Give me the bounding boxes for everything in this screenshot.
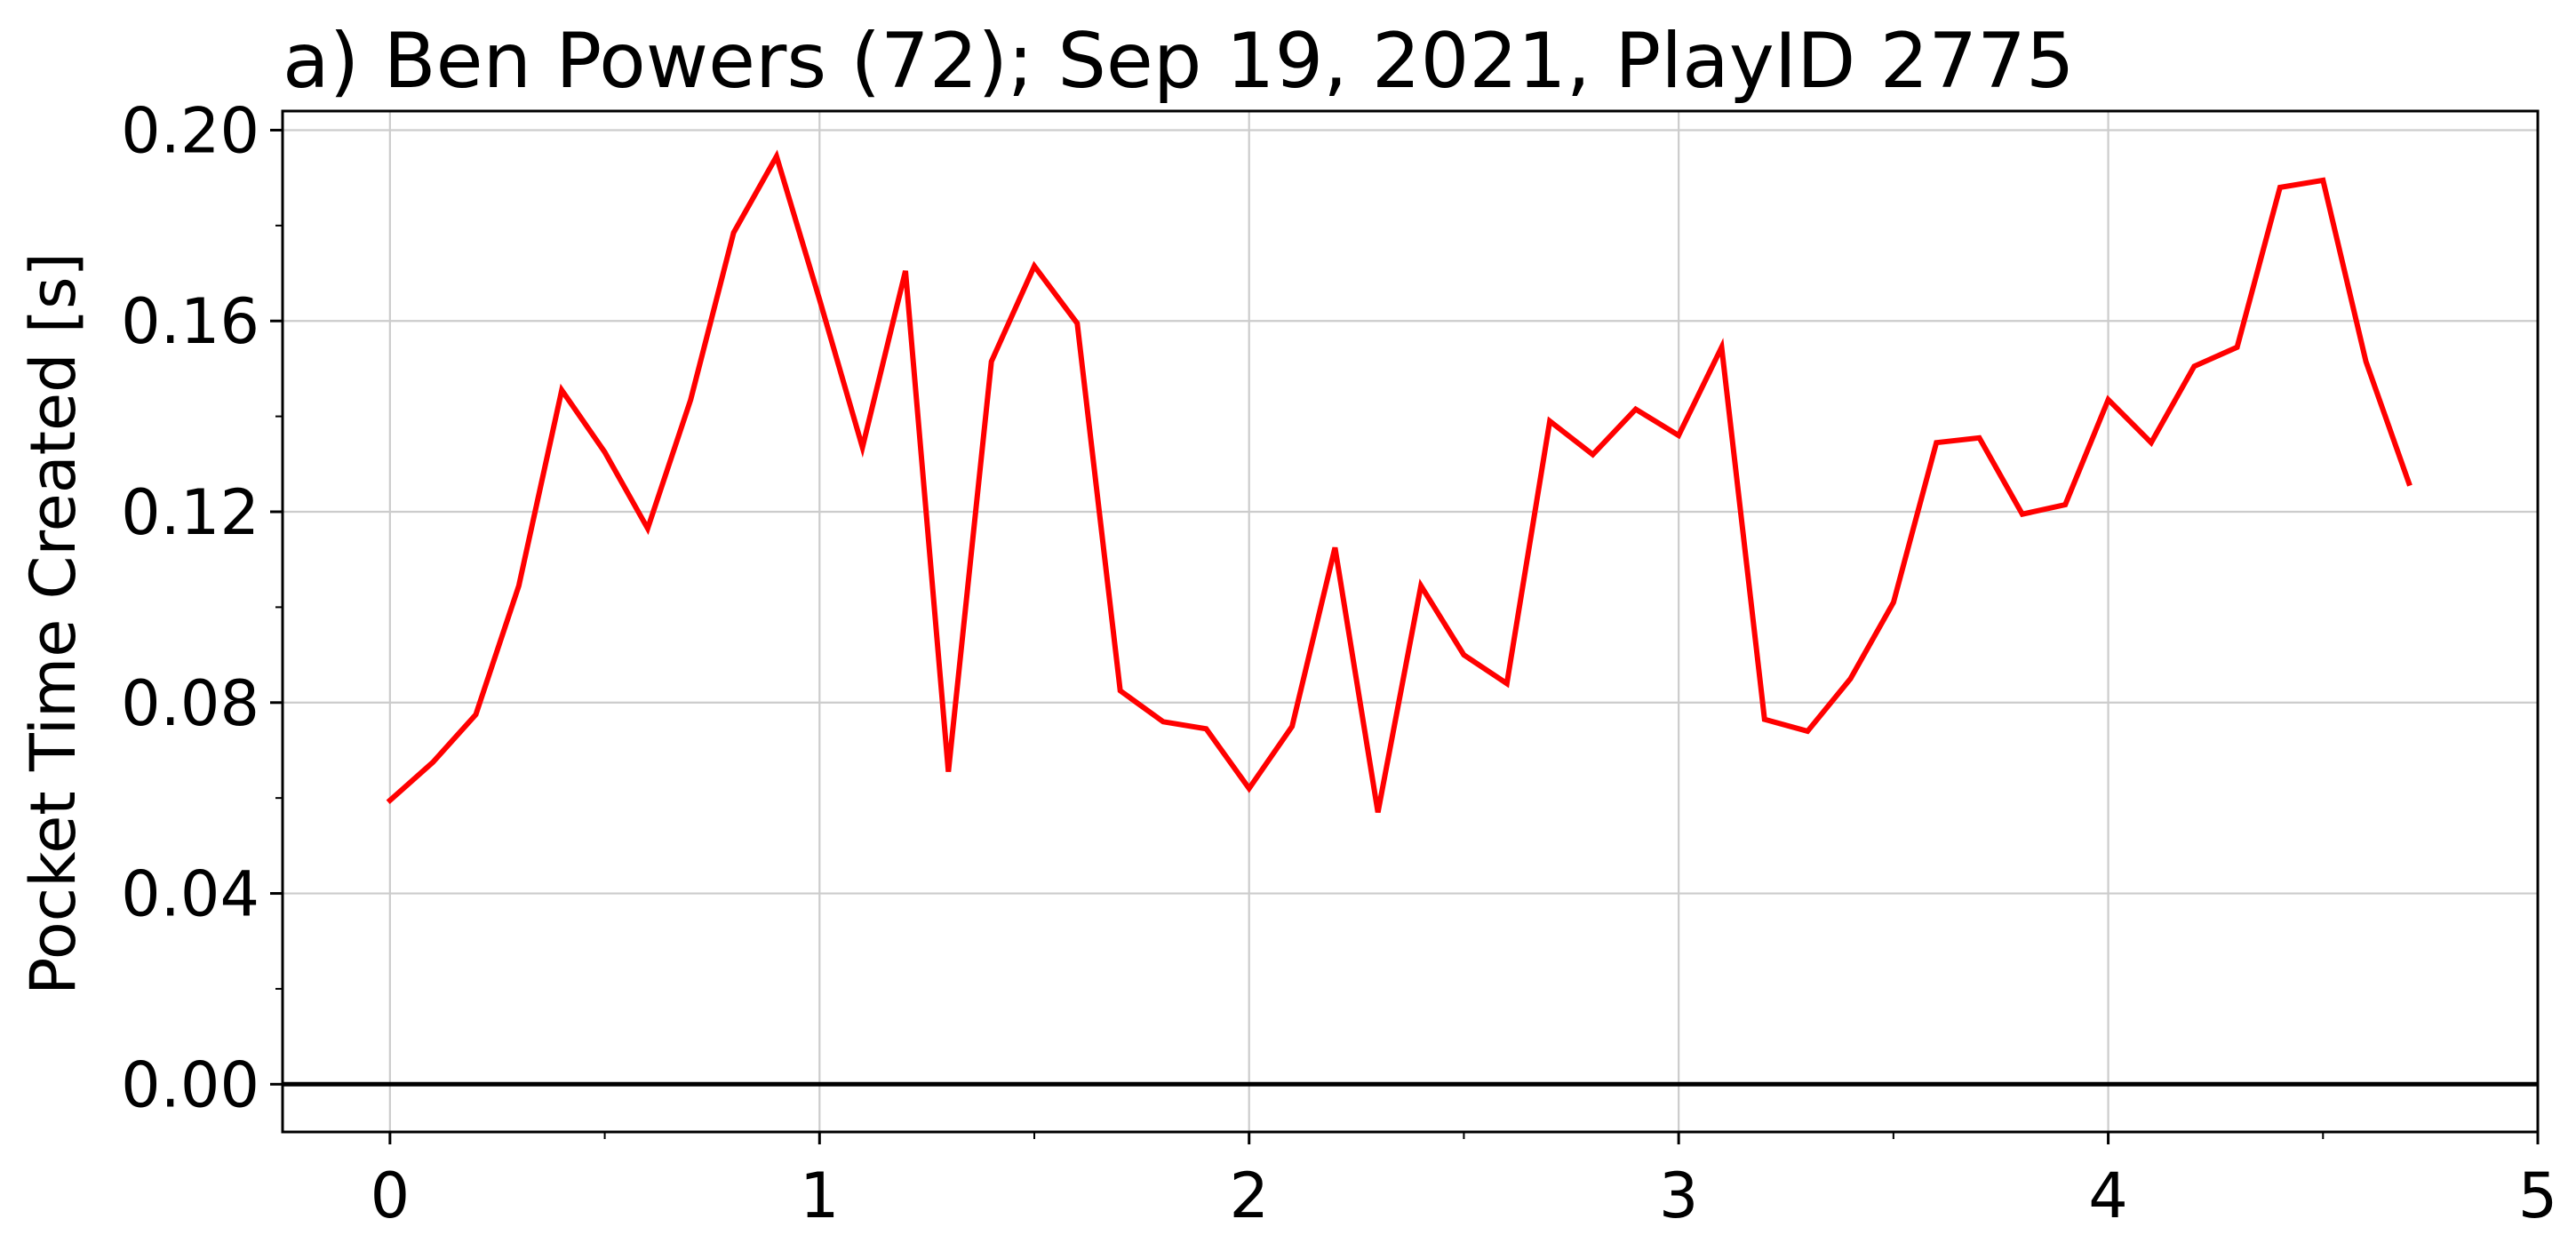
y-tick-label: 0.00: [121, 1048, 259, 1121]
y-tick-label: 0.12: [121, 476, 259, 549]
x-tick-label: 3: [1659, 1159, 1699, 1232]
chart-title: a) Ben Powers (72); Sep 19, 2021, PlayID…: [283, 17, 2075, 106]
axes-frame: [281, 109, 2540, 1134]
y-axis-label: Pocket Time Created [s]: [17, 252, 90, 995]
grid-lines: [283, 111, 2540, 1132]
x-tick-label: 0: [371, 1159, 411, 1232]
series-layer: [386, 149, 2413, 813]
tick-labels: 0 1 2 3 4 5 0.00 0.04 0.08 0.12 0.16 0.20: [121, 94, 2557, 1232]
x-tick-label: 1: [800, 1159, 840, 1232]
tick-marks: [270, 128, 2540, 1144]
y-tick-label: 0.16: [121, 285, 259, 358]
plot-border: [281, 109, 2540, 1134]
x-tick-label: 5: [2518, 1159, 2558, 1232]
series-line: [386, 149, 2413, 813]
y-tick-label: 0.20: [121, 94, 259, 167]
x-tick-label: 2: [1229, 1159, 1269, 1232]
y-tick-label: 0.04: [121, 858, 259, 931]
x-tick-label: 4: [2088, 1159, 2128, 1232]
y-tick-label: 0.08: [121, 667, 259, 740]
